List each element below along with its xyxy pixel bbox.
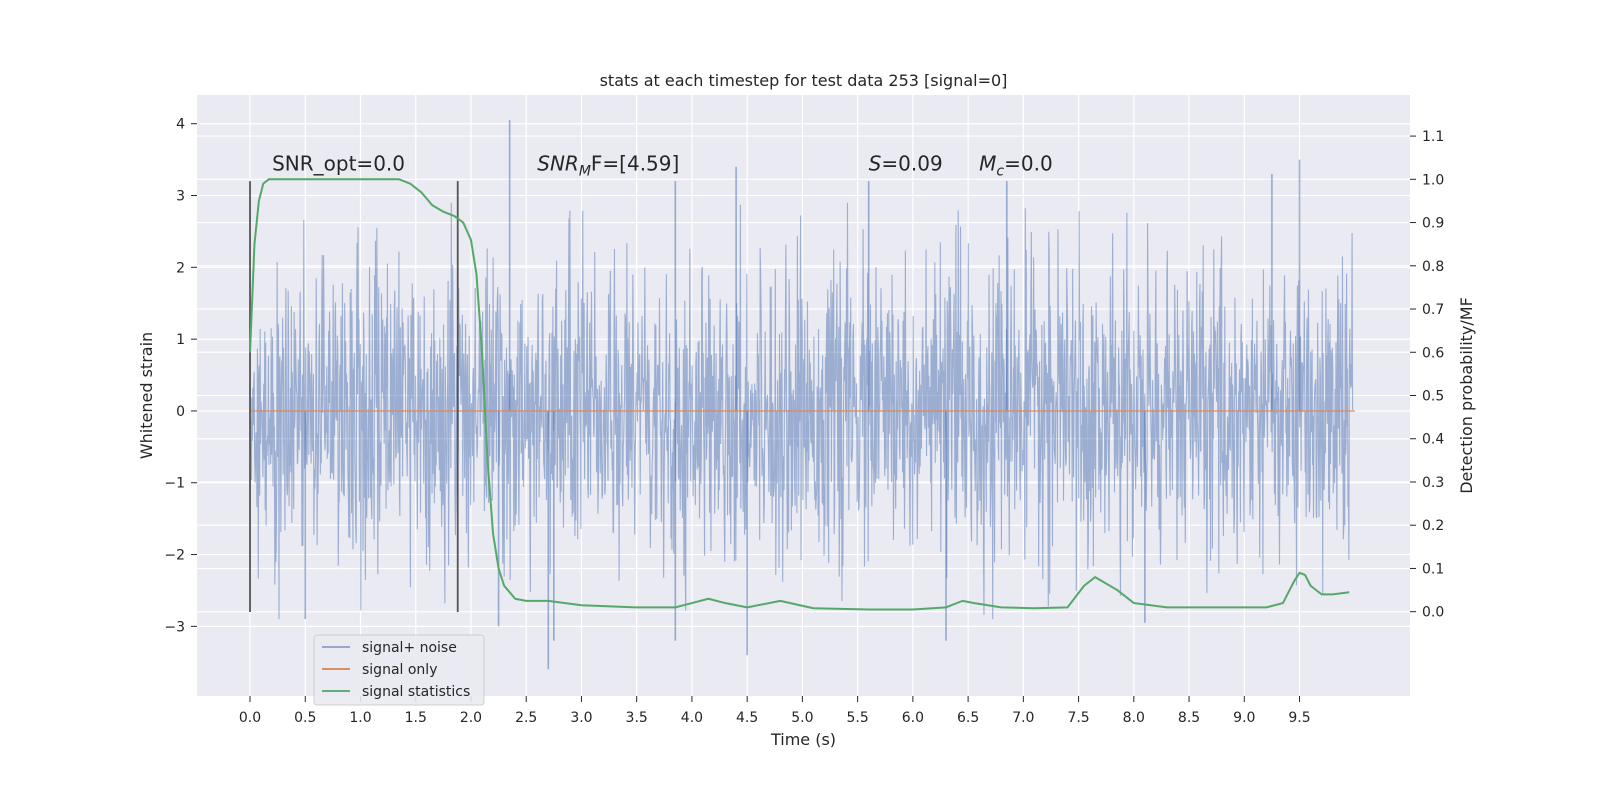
y-tick-label: −1	[164, 476, 185, 492]
y2-tick-label: 1.0	[1422, 172, 1444, 188]
x-tick-label: 8.0	[1123, 710, 1145, 726]
y-tick-label: −3	[164, 619, 185, 635]
x-tick-label: 1.5	[405, 710, 427, 726]
x-tick-label: 7.5	[1067, 710, 1089, 726]
y2-tick-label: 0.7	[1422, 302, 1444, 318]
chart-title: stats at each timestep for test data 253…	[600, 71, 1008, 90]
x-tick-label: 4.0	[681, 710, 703, 726]
y2-tick-label: 0.6	[1422, 345, 1444, 361]
y-axis-ticks: −3 −2 −1 0 1 2 3 4	[164, 117, 197, 635]
noise-trace	[249, 202, 1354, 620]
y-tick-label: −2	[164, 548, 185, 564]
y2-axis-title: Detection probability/MF	[1457, 297, 1476, 494]
annotation-mc-stat: Mc=0.0	[979, 151, 1053, 179]
x-tick-label: 5.5	[846, 710, 868, 726]
y-tick-label: 2	[176, 260, 185, 276]
y2-tick-label: 1.1	[1422, 129, 1444, 145]
annotations: SNR_opt=0.0 SNRMF=[4.59] S=0.09 Mc=0.0	[272, 151, 1053, 179]
x-tick-label: 1.0	[349, 710, 371, 726]
x-tick-label: 4.5	[736, 710, 758, 726]
y-tick-label: 0	[176, 404, 185, 420]
stats-line	[249, 178, 1350, 611]
x-axis-ticks: 0.0 0.5 1.0 1.5 2.0 2.5 3.0 3.5 4.0 4.5 5.0 5.5 6.0 6…	[239, 696, 1311, 726]
x-tick-label: 0.0	[239, 710, 261, 726]
y-tick-label: 4	[176, 117, 185, 133]
y2-tick-label: 0.2	[1422, 518, 1444, 534]
y2-tick-label: 0.8	[1422, 259, 1444, 275]
vertical-markers	[249, 181, 459, 612]
x-tick-label: 3.0	[570, 710, 592, 726]
legend-label: signal+ noise	[362, 640, 457, 656]
x-tick-label: 5.0	[791, 710, 813, 726]
x-axis-title: Time (s)	[770, 730, 836, 749]
x-tick-label: 9.0	[1233, 710, 1255, 726]
y2-axis-ticks: 0.0 0.1 0.2 0.3 0.4 0.5 0.6 0.7 0.8 0.9 1.0 1.1	[1410, 129, 1444, 621]
y-tick-label: 3	[176, 189, 185, 205]
x-tick-label: 6.0	[902, 710, 924, 726]
y-axis-title: Whitened strain	[137, 332, 156, 459]
x-tick-label: 7.0	[1012, 710, 1034, 726]
annotation-snr-mf: SNRMF=[4.59]	[537, 151, 679, 179]
series-signal-statistics	[249, 178, 1350, 611]
x-tick-label: 2.5	[515, 710, 537, 726]
annotation-snr-opt: SNR_opt=0.0	[272, 151, 405, 175]
x-tick-label: 9.5	[1288, 710, 1310, 726]
x-tick-label: 2.0	[460, 710, 482, 726]
y2-tick-label: 0.0	[1422, 605, 1444, 621]
y2-tick-label: 0.4	[1422, 432, 1444, 448]
y2-tick-label: 0.1	[1422, 561, 1444, 577]
x-tick-label: 8.5	[1178, 710, 1200, 726]
y2-tick-label: 0.9	[1422, 216, 1444, 232]
series-signal-noise	[249, 120, 1354, 670]
annotation-s-stat: S=0.09	[869, 151, 943, 175]
y-tick-label: 1	[176, 332, 185, 348]
legend: signal+ noise signal only signal statistic…	[313, 634, 485, 706]
legend-label: signal only	[362, 662, 437, 678]
x-tick-label: 6.5	[957, 710, 979, 726]
legend-box	[313, 634, 485, 706]
x-tick-label: 0.5	[294, 710, 316, 726]
y2-tick-label: 0.3	[1422, 475, 1444, 491]
y2-tick-label: 0.5	[1422, 389, 1444, 405]
legend-label: signal statistics	[362, 684, 470, 700]
x-tick-label: 3.5	[626, 710, 648, 726]
